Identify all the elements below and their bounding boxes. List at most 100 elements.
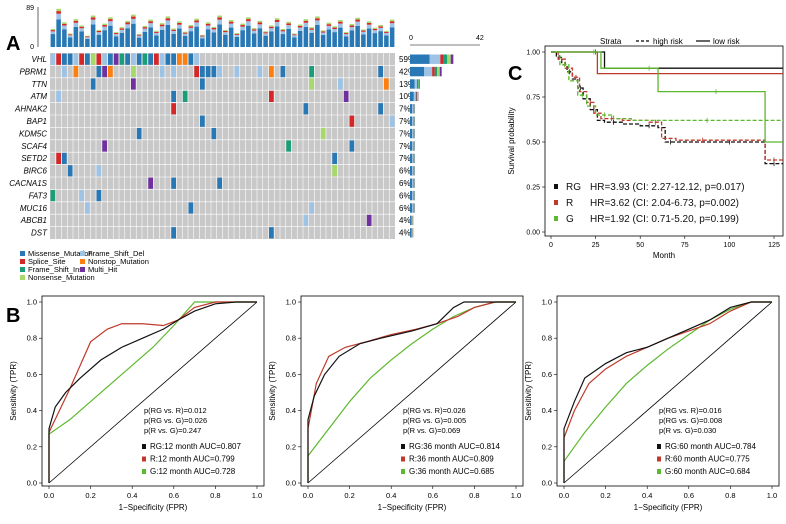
tmb-bar-segment — [171, 30, 176, 34]
freq-bar-segment — [417, 79, 419, 89]
tmb-bar-segment — [297, 30, 303, 47]
legend-swatch — [80, 259, 85, 264]
tmb-bar-segment — [211, 27, 217, 30]
freq-bar-segment — [410, 66, 425, 77]
tmb-bar-segment — [315, 18, 320, 21]
tmb-bar-segment — [56, 11, 61, 14]
tmb-bar-segment — [223, 30, 228, 33]
panel-label-a: A — [6, 33, 20, 55]
survival-curve — [551, 51, 783, 143]
tmb-bar-segment — [326, 22, 332, 25]
mutation-cell — [56, 152, 61, 164]
gene-percent: 4% — [399, 229, 411, 238]
tmb-bar-segment — [159, 24, 165, 27]
tmb-bar-segment — [280, 30, 286, 32]
tmb-bar-segment — [154, 35, 159, 47]
mutation-cell — [211, 66, 217, 78]
tmb-bar-segment — [85, 35, 90, 37]
tmb-bar-segment — [223, 34, 228, 47]
tmb-bar-segment — [320, 30, 326, 32]
freq-bar-segment — [412, 128, 414, 139]
tmb-bar-segment — [96, 34, 102, 47]
stats-key: RG — [566, 182, 581, 193]
x-tick-label: 0.4 — [127, 491, 137, 500]
tmb-bar-segment — [366, 21, 372, 23]
tmb-bar-segment — [148, 21, 153, 24]
mutation-cell — [257, 66, 263, 78]
tmb-bar-segment — [361, 34, 366, 47]
legend-label: Nonstop_Mutation — [88, 257, 149, 266]
roc-curve — [48, 301, 257, 483]
mutation-cell — [171, 177, 176, 189]
tmb-bar-segment — [177, 28, 182, 47]
roc-legend-swatch — [401, 469, 405, 474]
tmb-bar-segment — [159, 29, 165, 47]
tmb-bar-segment — [286, 28, 291, 47]
p-value-text: p(R vs. G)=0.030 — [659, 426, 716, 435]
tmb-bar-segment — [131, 14, 136, 17]
tmb-bar-segment — [177, 21, 182, 23]
tmb-bar-segment — [320, 31, 326, 33]
y-tick-label: 0.4 — [542, 406, 552, 415]
tmb-bar-segment — [62, 25, 67, 30]
survival-frame — [544, 45, 784, 237]
tmb-bar-segment — [136, 34, 142, 36]
tmb-bar-segment — [90, 24, 96, 47]
mutation-cell — [165, 53, 171, 65]
mutation-cell — [62, 152, 67, 164]
gene-label: VHL — [31, 55, 47, 64]
roc-legend-label: RG:36 month AUC=0.814 — [409, 442, 500, 451]
mutation-cell — [217, 177, 222, 189]
gene-percent: 6% — [399, 204, 411, 213]
tmb-bar-segment — [315, 20, 320, 25]
freq-bar-segment — [412, 178, 414, 188]
tmb-bar-segment — [205, 23, 211, 26]
tmb-bar-segment — [188, 26, 194, 28]
diagonal-reference — [563, 301, 773, 484]
mutation-cell — [234, 66, 240, 78]
gene-label: MUC16 — [20, 204, 48, 213]
tmb-bar-segment — [343, 32, 349, 34]
tmb-bar-segment — [355, 19, 360, 22]
freq-bar-segment — [417, 79, 418, 89]
freq-bar-segment — [447, 54, 451, 64]
gene-percent: 7% — [399, 117, 411, 126]
tmb-bar-segment — [119, 32, 125, 47]
tmb-bar-segment — [200, 35, 205, 37]
tmb-bar-segment — [251, 29, 257, 31]
tmb-bar-segment — [355, 21, 360, 26]
tmb-bar-segment — [165, 18, 171, 21]
p-value-text: p(RG vs. G)=0.008 — [659, 416, 722, 425]
tmb-bar-segment — [171, 29, 176, 31]
tmb-bar-segment — [136, 35, 142, 38]
tmb-bar-segment — [338, 21, 343, 24]
x-tick-label: 0.6 — [684, 491, 694, 500]
y-tick-label: 0.4 — [27, 406, 37, 415]
tmb-axis-min: 0 — [30, 44, 34, 51]
mutation-cell — [56, 90, 61, 102]
strata-label: Strata — [600, 37, 622, 46]
tmb-bar-segment — [286, 21, 291, 24]
tmb-bar-segment — [297, 27, 303, 31]
tmb-bar-segment — [194, 18, 199, 21]
tmb-bar-segment — [343, 33, 349, 35]
y-tick-label: 0.6 — [27, 370, 37, 379]
x-tick-label: 0.2 — [344, 491, 354, 500]
tmb-bar-segment — [338, 27, 343, 47]
y-tick-label: 1.0 — [542, 298, 552, 307]
x-tick-label: 0.4 — [386, 491, 396, 500]
y-axis-label: Sensitivity (TPR) — [524, 361, 533, 421]
mutation-cell — [56, 53, 61, 65]
tmb-bar-segment — [332, 27, 337, 30]
gene-label: SETD2 — [21, 154, 47, 163]
freq-bar-segment — [410, 153, 413, 164]
tmb-bar-segment — [269, 28, 274, 32]
mutation-cell — [96, 66, 102, 78]
tmb-bar-segment — [108, 25, 113, 47]
tmb-bar-segment — [269, 26, 274, 29]
x-tick-label: 125 — [768, 242, 780, 249]
mutation-cell — [200, 66, 205, 78]
tmb-bar-segment — [165, 16, 171, 19]
tmb-bar-segment — [90, 17, 96, 20]
tmb-bar-segment — [240, 30, 245, 47]
